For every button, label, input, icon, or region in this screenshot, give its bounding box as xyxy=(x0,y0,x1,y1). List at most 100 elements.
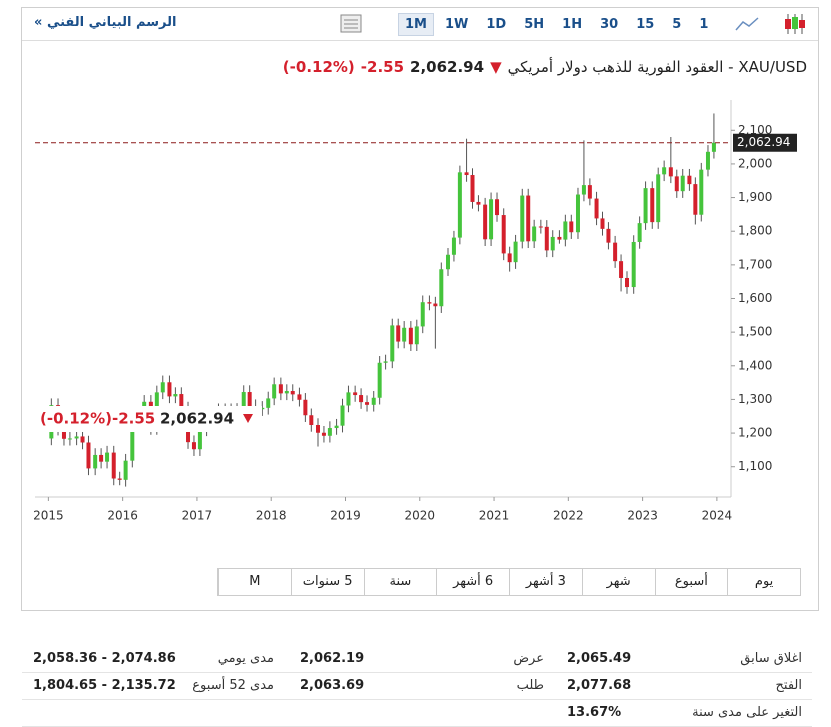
candle-body xyxy=(495,199,500,216)
candle-body xyxy=(67,438,72,440)
collapse[interactable]: « xyxy=(34,15,43,30)
candle-body xyxy=(451,237,456,255)
candle-body xyxy=(606,228,611,243)
y-tick-label: 1,400 xyxy=(738,358,772,372)
candle-body xyxy=(643,188,648,224)
candle-body xyxy=(179,394,184,409)
overlay-bg xyxy=(36,406,262,432)
interval-button[interactable]: 5H xyxy=(524,17,545,32)
candle-body xyxy=(414,326,419,345)
candle-body xyxy=(316,425,321,433)
overlay-arrow xyxy=(243,414,253,423)
range-button[interactable]: أسبوع xyxy=(654,569,728,595)
candle-body xyxy=(111,452,116,479)
candle-body xyxy=(699,169,704,215)
candle-body xyxy=(680,175,685,192)
table-icon[interactable] xyxy=(340,14,362,34)
interval-button[interactable]: 1D xyxy=(486,17,507,32)
y-tick-label: 2,000 xyxy=(738,156,772,170)
candle-body xyxy=(668,167,673,177)
candle-body xyxy=(594,198,599,219)
candle-body xyxy=(402,327,407,342)
toolbar: « الرسم البياني الفني 1M 1W 1D 5H 1H 30 15 5 1 xyxy=(22,8,818,41)
candle-body xyxy=(662,167,667,175)
candle-body xyxy=(377,362,382,398)
stats-row: اغلاق سابق 2,065.49 عرض 2,062.19 مدى يومي 2,0… xyxy=(22,646,812,673)
y-tick-label: 1,500 xyxy=(738,325,772,339)
stat-value: 2,063.69 xyxy=(300,678,365,693)
candle-body xyxy=(513,241,518,263)
candle-body xyxy=(80,436,85,443)
candle-body xyxy=(693,184,698,215)
interval-button[interactable]: 5 xyxy=(672,17,682,32)
range-button[interactable]: شهر xyxy=(581,569,655,595)
y-tick-label: 1,900 xyxy=(738,190,772,204)
candle-body xyxy=(61,428,66,439)
stat-value: 2,077.68 xyxy=(567,678,632,693)
range-button[interactable]: يوم xyxy=(727,569,800,595)
candle-body xyxy=(272,384,277,399)
candle-body xyxy=(86,442,91,469)
candle-body xyxy=(439,269,444,307)
candle-icon[interactable] xyxy=(782,12,808,36)
candle-body xyxy=(99,454,104,462)
candle-body xyxy=(290,391,295,395)
interval-button[interactable]: 1W xyxy=(444,17,469,32)
stat-label: الفتح xyxy=(775,678,802,693)
stat-label: مدى 52 أسبوع xyxy=(192,678,274,693)
candle-body xyxy=(160,382,165,393)
interval-button[interactable]: 15 xyxy=(636,17,655,32)
interval-button[interactable]: 1 xyxy=(699,17,709,32)
candle-body xyxy=(278,384,283,394)
candle-body xyxy=(74,436,79,439)
candle-body xyxy=(327,428,332,436)
stat-value: 1,804.65 - 2,135.72 xyxy=(33,678,176,693)
candle-body xyxy=(123,460,128,480)
last-price-box xyxy=(733,133,797,152)
candle-body xyxy=(563,221,568,240)
toolbar-title[interactable]: « الرسم البياني الفني xyxy=(34,15,176,30)
interval-button[interactable]: 1H xyxy=(562,17,583,32)
candle-body xyxy=(383,361,388,363)
candle-body xyxy=(587,185,592,199)
x-tick-label: 2019 xyxy=(330,509,361,523)
range-button[interactable]: 6 أشهر xyxy=(436,569,509,595)
candle-body xyxy=(476,201,481,205)
range-button[interactable]: 5 سنوات xyxy=(290,569,364,595)
candle-body xyxy=(619,261,624,278)
candle-body xyxy=(637,223,642,242)
candle-body xyxy=(247,392,252,407)
interval-button[interactable]: 1M xyxy=(398,13,434,36)
stat-label: طلب xyxy=(516,678,544,693)
range-button[interactable]: 3 أشهر xyxy=(509,569,582,595)
candle-body xyxy=(191,442,196,450)
candle-body xyxy=(371,397,376,405)
candle-body xyxy=(532,226,537,242)
candle-body xyxy=(346,392,351,406)
candle-body xyxy=(464,172,469,176)
y-tick-label: 1,800 xyxy=(738,224,772,238)
candle-body xyxy=(396,325,401,342)
stats-row: التغير على مدى سنة 13.67% xyxy=(22,700,812,727)
range-button[interactable]: M xyxy=(218,569,291,595)
interval-button[interactable]: 30 xyxy=(600,17,619,32)
range-button[interactable]: سنة xyxy=(363,569,437,595)
candle-body xyxy=(575,194,580,233)
candle-body xyxy=(650,188,655,223)
x-tick-label: 2017 xyxy=(182,509,213,523)
range-buttons: يوم أسبوع شهر 3 أشهر 6 أشهر سنة 5 سنوات M xyxy=(217,568,801,596)
stat-label: عرض xyxy=(513,651,544,666)
x-tick-label: 2018 xyxy=(256,509,287,523)
candle-body xyxy=(353,392,358,396)
stat-value: 2,065.49 xyxy=(567,651,632,666)
candle-body xyxy=(483,204,488,240)
x-tick-label: 2015 xyxy=(33,509,64,523)
x-tick-label: 2022 xyxy=(553,509,584,523)
x-tick-label: 2021 xyxy=(479,509,510,523)
candle-body xyxy=(390,325,395,362)
line-icon[interactable] xyxy=(734,14,760,34)
stat-value: 2,058.36 - 2,074.86 xyxy=(33,651,176,666)
candle-body xyxy=(457,172,462,238)
candle-body xyxy=(600,218,605,229)
stat-label: التغير على مدى سنة xyxy=(692,705,802,720)
